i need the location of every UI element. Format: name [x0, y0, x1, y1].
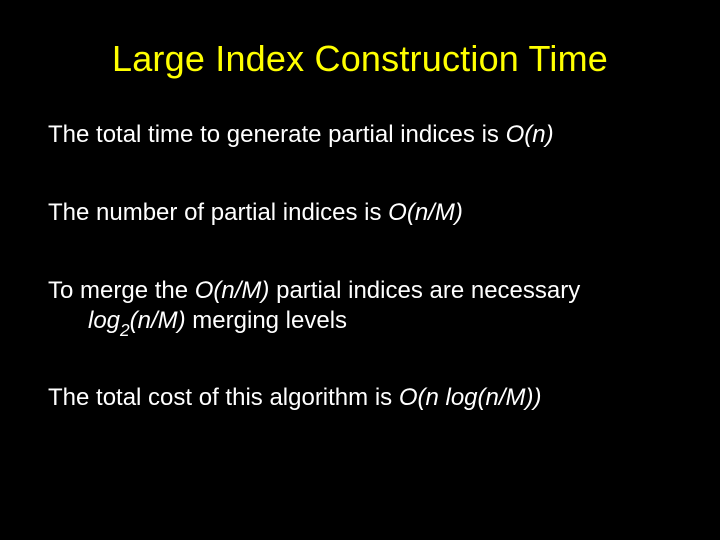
text: partial indices are necessary: [269, 277, 580, 304]
formula-italic: log2(n/M): [88, 307, 186, 334]
formula-italic: O(n/M): [388, 199, 463, 226]
body-line-1: The total time to generate partial indic…: [48, 120, 672, 150]
slide-title: Large Index Construction Time: [48, 38, 672, 80]
body-line-2: The number of partial indices is O(n/M): [48, 198, 672, 228]
text: The number of partial indices is: [48, 199, 388, 226]
formula-italic: O(n log(n/M)): [399, 384, 542, 411]
formula-italic: O(n/M): [195, 277, 270, 304]
subscript: 2: [120, 320, 130, 340]
indented-line: log2(n/M) merging levels: [88, 306, 672, 339]
body-line-3: To merge the O(n/M) partial indices are …: [48, 276, 672, 339]
text: The total cost of this algorithm is: [48, 384, 399, 411]
text: To merge the: [48, 277, 195, 304]
text: merging levels: [186, 307, 347, 334]
formula-italic: O(n): [506, 121, 554, 148]
text: The total time to generate partial indic…: [48, 121, 506, 148]
slide: Large Index Construction Time The total …: [0, 0, 720, 540]
body-line-4: The total cost of this algorithm is O(n …: [48, 383, 672, 413]
